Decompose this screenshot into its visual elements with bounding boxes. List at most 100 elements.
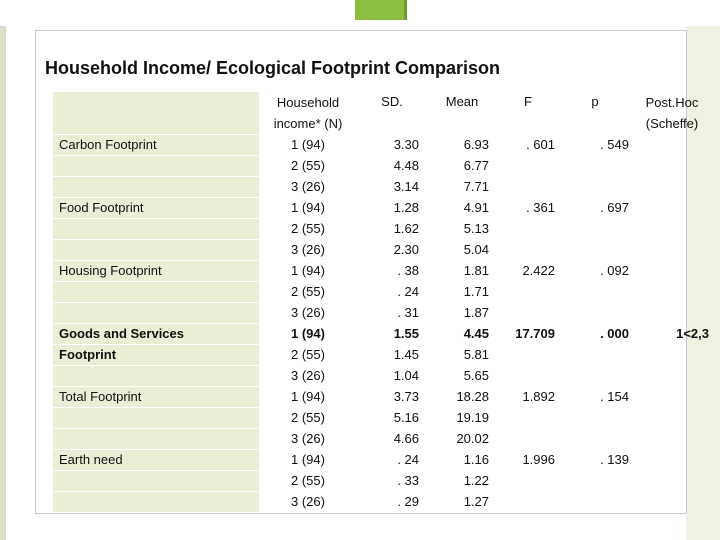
- table-row: 3 (26) . 31 1.87: [53, 302, 713, 324]
- row-label: [53, 491, 259, 512]
- f-cell: [497, 470, 559, 492]
- household-income-cell: 1 (94): [291, 389, 325, 404]
- sd-cell: 5.16: [393, 410, 419, 425]
- sd-cell: . 29: [397, 493, 419, 509]
- f-cell: [497, 428, 559, 450]
- posthoc-cell: 1<2,3: [676, 326, 709, 341]
- sd-cell: 3.14: [393, 179, 419, 194]
- mean-cell: 7.71: [463, 179, 489, 194]
- posthoc-cell: [631, 198, 713, 219]
- row-label: [53, 239, 259, 261]
- posthoc-cell: [631, 303, 713, 324]
- table-row: Earth need 1 (94) . 24 1.16 1.996. 139: [53, 449, 713, 471]
- mean-cell: 4.91: [463, 200, 489, 215]
- household-income-cell: 3 (26): [291, 242, 325, 257]
- table-row: 3 (26) 2.30 5.04: [53, 239, 713, 261]
- household-income-cell: 3 (26): [291, 305, 325, 320]
- mean-cell: 1.81: [463, 263, 489, 278]
- f-cell: [497, 365, 559, 387]
- row-label: [53, 155, 259, 177]
- household-income-cell: 2 (55): [291, 284, 325, 299]
- posthoc-cell: [631, 408, 713, 429]
- row-label: Total Footprint: [53, 386, 259, 408]
- mean-cell: 19.19: [456, 410, 489, 425]
- p-cell: [559, 155, 631, 177]
- mean-cell: 6.93: [463, 137, 489, 152]
- mean-cell: 1.87: [463, 305, 489, 320]
- posthoc-cell: [631, 282, 713, 303]
- household-income-cell: 2 (55): [291, 473, 325, 488]
- sd-cell: . 24: [397, 284, 419, 299]
- slide-title: Household Income/ Ecological Footprint C…: [45, 58, 501, 78]
- sd-cell: 3.30: [393, 137, 419, 152]
- posthoc-cell: [631, 450, 713, 471]
- comparison-table: Household income* (N) SD. Mean F p Post.…: [53, 92, 713, 512]
- f-cell: 1.892: [497, 386, 559, 408]
- header-mean: Mean: [445, 94, 479, 109]
- header-p: p: [591, 94, 599, 109]
- table-row: Total Footprint 1 (94) 3.73 18.28 1.892. 154: [53, 386, 713, 408]
- row-label: Carbon Footprint: [53, 134, 259, 156]
- household-income-cell: 2 (55): [291, 410, 325, 425]
- p-cell: . 549: [559, 134, 631, 156]
- row-label: Goods and Services: [53, 323, 259, 345]
- posthoc-cell: [631, 240, 713, 261]
- sd-cell: 1.62: [393, 221, 419, 236]
- left-decor-bar: [0, 26, 6, 540]
- p-cell: [559, 218, 631, 240]
- sd-cell: 3.73: [393, 389, 419, 404]
- f-cell: 17.709: [497, 323, 559, 345]
- posthoc-cell: [631, 135, 713, 156]
- table-row: 2 (55) 4.48 6.77: [53, 155, 713, 177]
- p-cell: . 139: [559, 449, 631, 471]
- mean-cell: 1.71: [463, 284, 489, 299]
- table-body: Carbon Footprint 1 (94) 3.30 6.93 . 601. 549…: [53, 134, 713, 512]
- posthoc-cell: [631, 471, 713, 492]
- p-cell: [559, 428, 631, 450]
- p-cell: [559, 344, 631, 366]
- f-cell: . 601: [497, 134, 559, 156]
- f-cell: [497, 218, 559, 240]
- mean-cell: 1.27: [463, 493, 489, 509]
- f-cell: 2.422: [497, 260, 559, 282]
- posthoc-cell: [631, 429, 713, 450]
- table-row: Carbon Footprint 1 (94) 3.30 6.93 . 601. 549: [53, 134, 713, 156]
- right-decor-strip: [686, 26, 720, 540]
- mean-cell: 6.77: [463, 158, 489, 173]
- sd-cell: 1.45: [393, 347, 419, 362]
- table-row: Footprint 2 (55) 1.45 5.81: [53, 344, 713, 366]
- p-cell: . 697: [559, 197, 631, 219]
- table-row: Goods and Services 1 (94) 1.55 4.45 17.709. …: [53, 323, 713, 345]
- household-income-cell: 2 (55): [291, 221, 325, 236]
- household-income-cell: 1 (94): [291, 263, 325, 278]
- header-sd: SD.: [381, 94, 403, 109]
- table-row: 3 (26) 4.66 20.02: [53, 428, 713, 450]
- posthoc-cell: [631, 345, 713, 366]
- row-label: Earth need: [53, 449, 259, 471]
- sd-cell: . 33: [397, 473, 419, 488]
- table-row: 2 (55) 1.62 5.13: [53, 218, 713, 240]
- row-label: [53, 428, 259, 450]
- p-cell: [559, 239, 631, 261]
- p-cell: . 000: [559, 323, 631, 345]
- f-cell: [497, 281, 559, 303]
- table-row: 3 (26) 3.14 7.71: [53, 176, 713, 198]
- p-cell: . 154: [559, 386, 631, 408]
- f-cell: [497, 176, 559, 198]
- posthoc-cell: [631, 387, 713, 408]
- household-income-cell: 1 (94): [291, 452, 325, 467]
- household-income-cell: 2 (55): [291, 347, 325, 362]
- table-row: 2 (55) 5.16 19.19: [53, 407, 713, 429]
- accent-line: [404, 0, 407, 20]
- row-label: [53, 176, 259, 198]
- table-row: 3 (26) . 29 1.27: [53, 491, 713, 512]
- mean-cell: 20.02: [456, 431, 489, 446]
- sd-cell: 2.30: [393, 242, 419, 257]
- p-cell: [559, 365, 631, 387]
- sd-cell: 4.48: [393, 158, 419, 173]
- household-income-cell: 1 (94): [291, 137, 325, 152]
- header-household-income: Household income* (N): [273, 95, 343, 131]
- household-income-cell: 1 (94): [291, 326, 325, 341]
- household-income-cell: 1 (94): [291, 200, 325, 215]
- row-label: Housing Footprint: [53, 260, 259, 282]
